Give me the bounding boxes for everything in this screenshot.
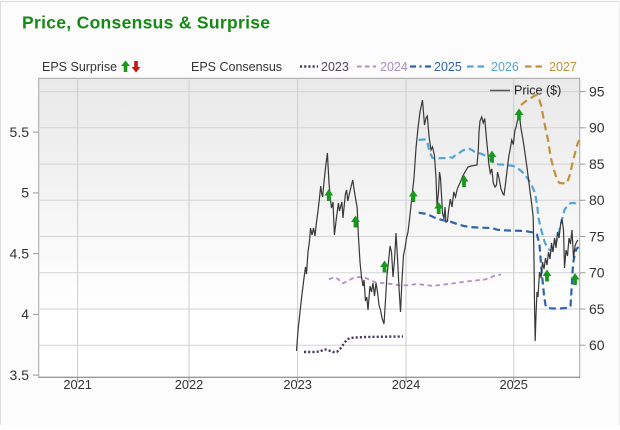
svg-text:3.5: 3.5 — [10, 367, 30, 383]
svg-text:2024: 2024 — [380, 60, 408, 74]
svg-text:2022: 2022 — [175, 377, 203, 392]
svg-text:4: 4 — [21, 306, 29, 322]
svg-text:2027: 2027 — [549, 60, 577, 74]
svg-text:2025: 2025 — [434, 60, 462, 74]
svg-text:2026: 2026 — [491, 60, 519, 74]
svg-text:2021: 2021 — [63, 377, 91, 392]
svg-text:Price ($): Price ($) — [514, 84, 561, 98]
svg-text:2023: 2023 — [321, 60, 349, 74]
svg-text:EPS Consensus: EPS Consensus — [191, 60, 282, 74]
svg-text:90: 90 — [589, 120, 605, 136]
svg-text:2025: 2025 — [499, 377, 527, 392]
svg-text:5.5: 5.5 — [10, 124, 30, 140]
svg-text:Price, Consensus & Surprise: Price, Consensus & Surprise — [22, 13, 270, 33]
svg-text:EPS Surprise: EPS Surprise — [42, 60, 117, 74]
svg-text:65: 65 — [589, 301, 605, 317]
svg-text:85: 85 — [589, 156, 605, 172]
svg-text:70: 70 — [589, 265, 605, 281]
svg-text:2023: 2023 — [283, 377, 311, 392]
svg-text:4.5: 4.5 — [10, 245, 30, 261]
svg-text:5: 5 — [21, 185, 29, 201]
svg-text:80: 80 — [589, 192, 605, 208]
svg-text:95: 95 — [589, 83, 605, 99]
svg-text:2024: 2024 — [392, 377, 420, 392]
svg-text:75: 75 — [589, 228, 605, 244]
svg-text:60: 60 — [589, 337, 605, 353]
